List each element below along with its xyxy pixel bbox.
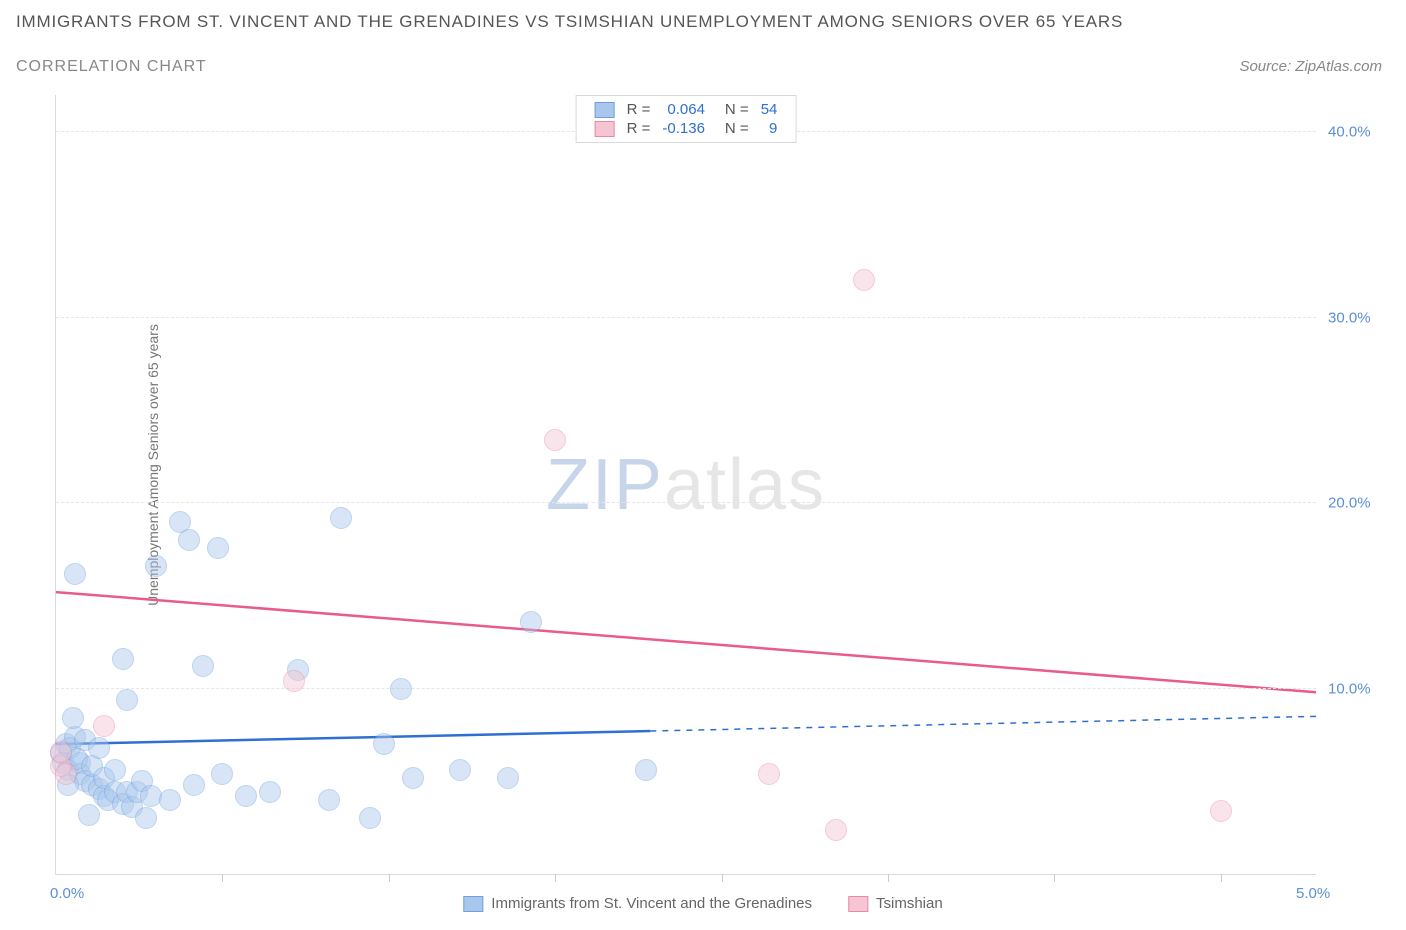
data-point xyxy=(145,555,167,577)
data-point xyxy=(178,529,200,551)
data-point xyxy=(635,759,657,781)
data-point xyxy=(93,715,115,737)
scatter-chart-area: ZIPatlas R =0.064N =54R =-0.136N =9 10.0… xyxy=(55,95,1316,875)
data-point xyxy=(390,678,412,700)
series-legend: Immigrants from St. Vincent and the Gren… xyxy=(445,895,960,912)
x-tick xyxy=(1221,874,1222,882)
data-point xyxy=(78,804,100,826)
data-point xyxy=(207,537,229,559)
x-tick xyxy=(722,874,723,882)
data-point xyxy=(211,763,233,785)
chart-main-title: IMMIGRANTS FROM ST. VINCENT AND THE GREN… xyxy=(16,12,1123,32)
legend-swatch-icon xyxy=(595,102,615,118)
x-tick xyxy=(389,874,390,882)
data-point xyxy=(825,819,847,841)
data-point xyxy=(318,789,340,811)
legend-item-label: Immigrants from St. Vincent and the Gren… xyxy=(491,895,812,912)
legend-item-label: Tsimshian xyxy=(876,895,943,912)
data-point xyxy=(330,507,352,529)
data-point xyxy=(62,707,84,729)
x-tick xyxy=(888,874,889,882)
legend-item: Tsimshian xyxy=(848,895,943,912)
correlation-legend: R =0.064N =54R =-0.136N =9 xyxy=(576,95,797,143)
y-tick-label: 30.0% xyxy=(1328,309,1388,326)
gridline xyxy=(56,688,1316,689)
legend-swatch-icon xyxy=(463,896,483,912)
legend-row: R =-0.136N =9 xyxy=(589,119,784,138)
data-point xyxy=(64,563,86,585)
data-point xyxy=(112,648,134,670)
data-point xyxy=(159,789,181,811)
data-point xyxy=(520,611,542,633)
data-point xyxy=(135,807,157,829)
x-axis-max-label: 5.0% xyxy=(1296,885,1330,902)
data-point xyxy=(758,763,780,785)
legend-row: R =0.064N =54 xyxy=(589,100,784,119)
x-axis-min-label: 0.0% xyxy=(50,885,84,902)
data-point xyxy=(183,774,205,796)
data-point xyxy=(235,785,257,807)
legend-swatch-icon xyxy=(848,896,868,912)
data-point xyxy=(192,655,214,677)
y-tick-label: 20.0% xyxy=(1328,495,1388,512)
data-point xyxy=(402,767,424,789)
source-attribution: Source: ZipAtlas.com xyxy=(1239,58,1382,75)
data-point xyxy=(497,767,519,789)
x-tick xyxy=(222,874,223,882)
data-point xyxy=(283,670,305,692)
data-point xyxy=(853,269,875,291)
data-point xyxy=(116,689,138,711)
data-point xyxy=(449,759,471,781)
trend-lines-layer xyxy=(56,95,1316,874)
data-point xyxy=(50,741,72,763)
gridline xyxy=(56,502,1316,503)
x-tick xyxy=(555,874,556,882)
data-point xyxy=(88,737,110,759)
data-point xyxy=(544,429,566,451)
data-point xyxy=(259,781,281,803)
data-point xyxy=(373,733,395,755)
data-point xyxy=(359,807,381,829)
legend-swatch-icon xyxy=(595,121,615,137)
gridline xyxy=(56,317,1316,318)
data-point xyxy=(55,763,77,785)
chart-subtitle: CORRELATION CHART xyxy=(16,58,207,76)
y-tick-label: 10.0% xyxy=(1328,680,1388,697)
data-point xyxy=(1210,800,1232,822)
y-tick-label: 40.0% xyxy=(1328,124,1388,141)
legend-item: Immigrants from St. Vincent and the Gren… xyxy=(463,895,812,912)
data-point xyxy=(104,759,126,781)
x-tick xyxy=(1054,874,1055,882)
